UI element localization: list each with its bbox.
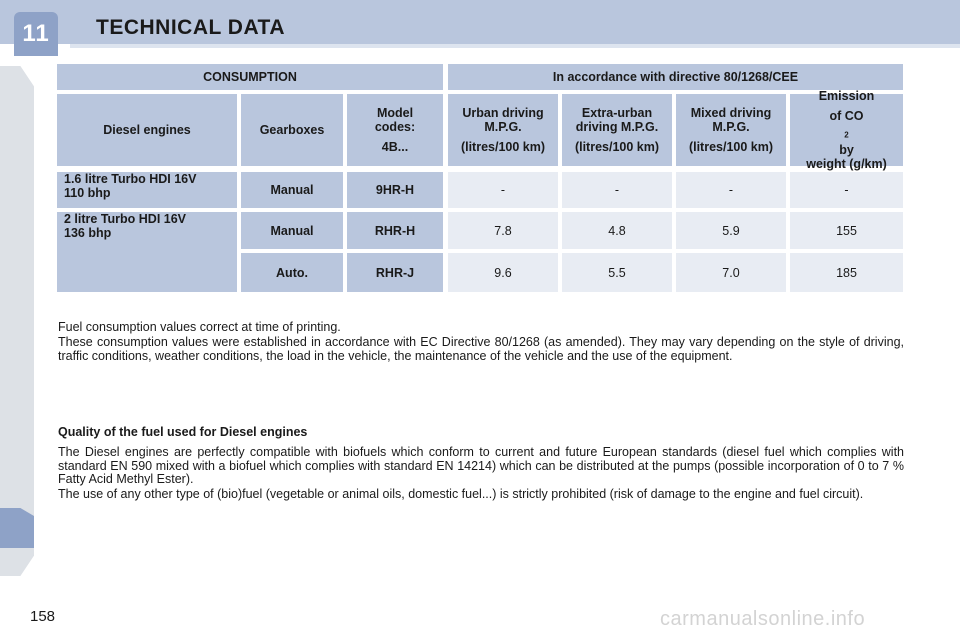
side-chapter-tab	[0, 508, 34, 548]
row3-extra-urban: 5.5	[562, 253, 672, 292]
col-header-diesel-engines: Diesel engines	[57, 94, 237, 166]
model-codes-line1: Model	[376, 106, 414, 120]
urban-line1: Urban driving	[462, 106, 544, 120]
row2-gearbox: Manual	[241, 212, 343, 249]
side-margin-strip	[0, 66, 34, 576]
col-header-mixed: Mixed driving M.P.G. (litres/100 km)	[676, 94, 786, 166]
emission-line1: Emission	[818, 89, 875, 104]
row1-emission: -	[790, 172, 903, 208]
col-header-gearboxes: Gearboxes	[241, 94, 343, 166]
col-header-model-codes: Model codes: 4B...	[347, 94, 443, 166]
urban-line2: M.P.G.	[484, 120, 522, 134]
engine-label-1: 1.6 litre Turbo HDI 16V 110 bhp	[57, 172, 237, 208]
model-codes-line3: 4B...	[381, 140, 409, 154]
emission-line2: of CO 2 by	[829, 109, 864, 157]
urban-line3: (litres/100 km)	[460, 140, 546, 154]
note-printing: Fuel consumption values correct at time …	[58, 320, 341, 334]
chapter-number-badge: 11	[14, 12, 58, 56]
col-header-extra-urban: Extra-urban driving M.P.G. (litres/100 k…	[562, 94, 672, 166]
directive-header: In accordance with directive 80/1268/CEE	[448, 64, 903, 90]
row3-emission: 185	[790, 253, 903, 292]
mixed-line1: Mixed driving	[690, 106, 772, 120]
engine-label-2: 2 litre Turbo HDI 16V 136 bhp	[57, 212, 237, 292]
mixed-line3: (litres/100 km)	[688, 140, 774, 154]
extra-urban-line2: driving M.P.G.	[575, 120, 659, 134]
note-biofuels: The Diesel engines are perfectly compati…	[58, 445, 904, 486]
consumption-header: CONSUMPTION	[57, 64, 443, 90]
row1-gearbox: Manual	[241, 172, 343, 208]
model-codes-line2: codes:	[374, 120, 416, 134]
page-title: TECHNICAL DATA	[96, 16, 285, 39]
row1-mixed: -	[676, 172, 786, 208]
quality-heading: Quality of the fuel used for Diesel engi…	[58, 425, 308, 439]
row2-urban: 7.8	[448, 212, 558, 249]
watermark: carmanualsonline.info	[660, 608, 866, 630]
row2-extra-urban: 4.8	[562, 212, 672, 249]
header-band	[0, 0, 960, 44]
row3-mixed: 7.0	[676, 253, 786, 292]
row2-mixed: 5.9	[676, 212, 786, 249]
row1-extra-urban: -	[562, 172, 672, 208]
emission-line3: weight (g/km)	[806, 156, 887, 171]
page-number: 158	[30, 608, 56, 625]
extra-urban-line1: Extra-urban	[581, 106, 653, 120]
extra-urban-line3: (litres/100 km)	[574, 140, 660, 154]
row3-gearbox: Auto.	[241, 253, 343, 292]
row3-urban: 9.6	[448, 253, 558, 292]
row2-model-code: RHR-H	[347, 212, 443, 249]
note-prohibited: The use of any other type of (bio)fuel (…	[58, 487, 864, 501]
header-divider	[70, 44, 960, 48]
row1-urban: -	[448, 172, 558, 208]
mixed-line2: M.P.G.	[712, 120, 750, 134]
note-directive: These consumption values were establishe…	[58, 335, 904, 363]
row3-model-code: RHR-J	[347, 253, 443, 292]
row1-model-code: 9HR-H	[347, 172, 443, 208]
col-header-emission: Emission of CO 2 by weight (g/km)	[790, 89, 903, 171]
row2-emission: 155	[790, 212, 903, 249]
col-header-urban: Urban driving M.P.G. (litres/100 km)	[448, 94, 558, 166]
